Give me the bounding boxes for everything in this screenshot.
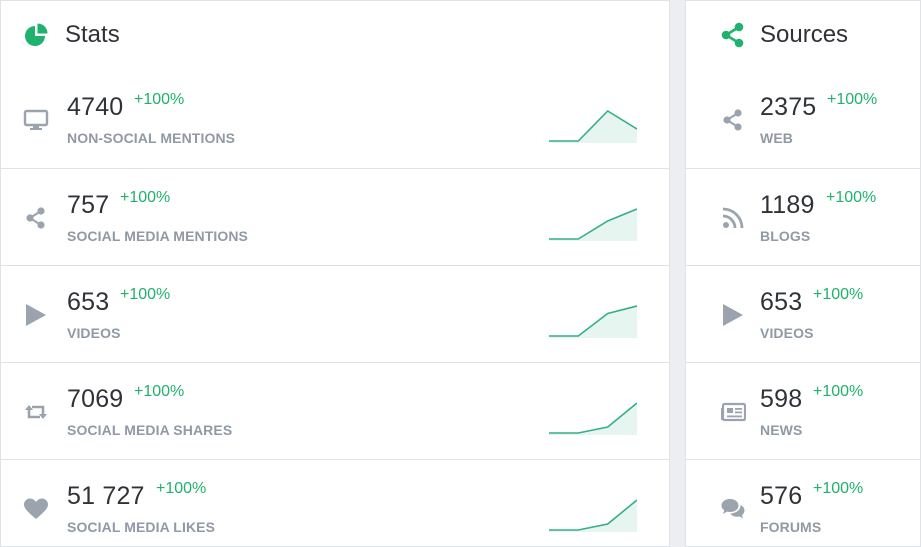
change-percent: +100% [134, 383, 185, 400]
change-percent: +100% [120, 286, 171, 303]
change-percent: +100% [826, 189, 877, 206]
sources-row[interactable]: 653 +100% VIDEOS [686, 265, 920, 362]
metric-value: 598 [760, 385, 803, 413]
rss-icon [720, 205, 746, 231]
sparkline-area [549, 500, 637, 532]
stats-row[interactable]: 7069 +100% SOCIAL MEDIA SHARES [1, 362, 669, 459]
play-icon [720, 302, 746, 328]
stats-row[interactable]: 51 727 +100% SOCIAL MEDIA LIKES [1, 459, 669, 547]
metric-value: 51 727 [67, 482, 145, 510]
sparkline-chart [549, 304, 638, 338]
change-percent: +100% [120, 189, 171, 206]
metric-label: VIDEOS [67, 325, 121, 341]
sparkline-chart [549, 401, 638, 435]
sparkline-chart [549, 109, 638, 143]
sources-row[interactable]: 598 +100% NEWS [686, 362, 920, 459]
sources-panel: Sources 2375 +100% WEB 1189 +100% BLOGS 653 +10… [685, 0, 921, 547]
sources-row[interactable]: 2375 +100% WEB [686, 71, 920, 168]
metric-value: 2375 [760, 93, 817, 121]
metric-label: SOCIAL MEDIA SHARES [67, 422, 233, 438]
metric-label: WEB [760, 130, 793, 146]
change-percent: +100% [813, 383, 864, 400]
share-icon [720, 22, 746, 48]
metric-value: 653 [760, 288, 803, 316]
change-percent: +100% [827, 91, 878, 108]
sparkline-area [549, 209, 637, 241]
stats-panel: Stats 4740 +100% NON-SOCIAL MENTIONS 757 +1… [0, 0, 670, 547]
pie-chart-icon [23, 23, 49, 49]
metric-label: NEWS [760, 422, 803, 438]
change-percent: +100% [813, 480, 864, 497]
metric-label: NON-SOCIAL MENTIONS [67, 130, 236, 146]
metric-label: SOCIAL MEDIA LIKES [67, 519, 216, 535]
change-percent: +100% [156, 480, 207, 497]
sources-row[interactable]: 576 +100% FORUMS [686, 459, 920, 547]
stats-row[interactable]: 757 +100% SOCIAL MEDIA MENTIONS [1, 168, 669, 265]
metric-value: 1189 [760, 191, 815, 219]
share-icon [23, 205, 49, 231]
sparkline-area [549, 403, 637, 435]
change-percent: +100% [813, 286, 864, 303]
metric-value: 576 [760, 482, 803, 510]
monitor-icon [23, 107, 49, 133]
heart-icon [23, 496, 49, 522]
sparkline-chart [549, 498, 638, 532]
share-icon [720, 107, 746, 133]
play-icon [23, 302, 49, 328]
chat-bubbles-icon [720, 496, 746, 522]
metric-label: SOCIAL MEDIA MENTIONS [67, 228, 248, 244]
metric-label: FORUMS [760, 519, 822, 535]
metric-value: 653 [67, 288, 110, 316]
stats-row[interactable]: 4740 +100% NON-SOCIAL MENTIONS [1, 71, 669, 168]
change-percent: +100% [134, 91, 185, 108]
stats-title: Stats [65, 21, 120, 48]
metric-label: VIDEOS [760, 325, 814, 341]
metric-value: 7069 [67, 385, 124, 413]
sparkline-chart [549, 207, 638, 241]
metric-label: BLOGS [760, 228, 811, 244]
sparkline-line [549, 305, 638, 337]
metric-value: 757 [67, 191, 110, 219]
sparkline-area [549, 306, 637, 338]
retweet-icon [23, 399, 49, 425]
sources-row[interactable]: 1189 +100% BLOGS [686, 168, 920, 265]
sparkline-line [549, 402, 638, 434]
metric-value: 4740 [67, 93, 124, 121]
sparkline-line [549, 208, 638, 240]
sources-title: Sources [760, 21, 849, 48]
sparkline-line [549, 499, 638, 531]
stats-row[interactable]: 653 +100% VIDEOS [1, 265, 669, 362]
sources-header: Sources [686, 1, 920, 71]
stats-header: Stats [1, 1, 669, 71]
sparkline-line [549, 109, 638, 142]
newspaper-icon [720, 399, 746, 425]
